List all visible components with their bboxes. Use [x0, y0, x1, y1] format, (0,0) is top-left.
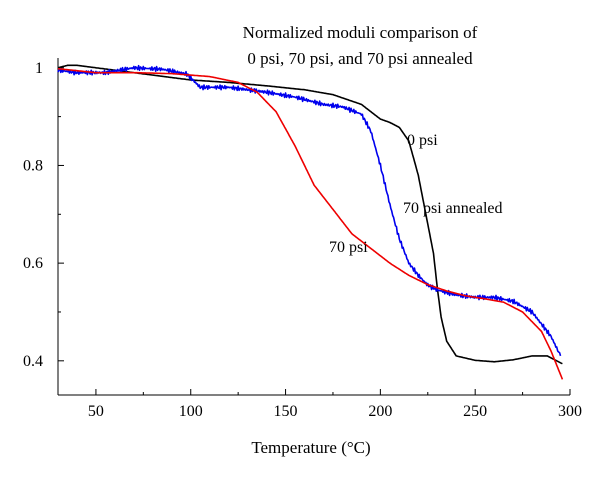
y-tick-label: 0.4 — [23, 353, 43, 370]
y-tick-label: 1 — [35, 60, 43, 77]
series-label-0psi: 0 psi — [407, 132, 438, 149]
x-tick-label: 200 — [368, 403, 392, 420]
x-tick-label: 100 — [179, 403, 203, 420]
x-tick-label: 50 — [88, 403, 104, 420]
x-axis-label: Temperature (°C) — [251, 438, 370, 457]
y-tick-label: 0.8 — [23, 157, 43, 174]
chart-title-line-2: 0 psi, 70 psi, and 70 psi annealed — [247, 49, 473, 68]
series-lines — [57, 64, 564, 380]
series-line-0-psi — [57, 64, 563, 365]
x-tick-label: 250 — [463, 403, 487, 420]
series-label-70psi-annealed: 70 psi annealed — [403, 200, 503, 217]
series-label-70psi: 70 psi — [329, 239, 368, 256]
chart-title-line-1: Normalized moduli comparison of — [243, 23, 478, 42]
plot-axes: 50 100 150 200 250 300 0.4 0.6 0.8 1 — [23, 58, 582, 420]
x-tick-label: 150 — [274, 403, 298, 420]
series-line-70-psi — [57, 67, 564, 380]
x-tick-label: 300 — [558, 403, 582, 420]
y-tick-label: 0.6 — [23, 255, 43, 272]
